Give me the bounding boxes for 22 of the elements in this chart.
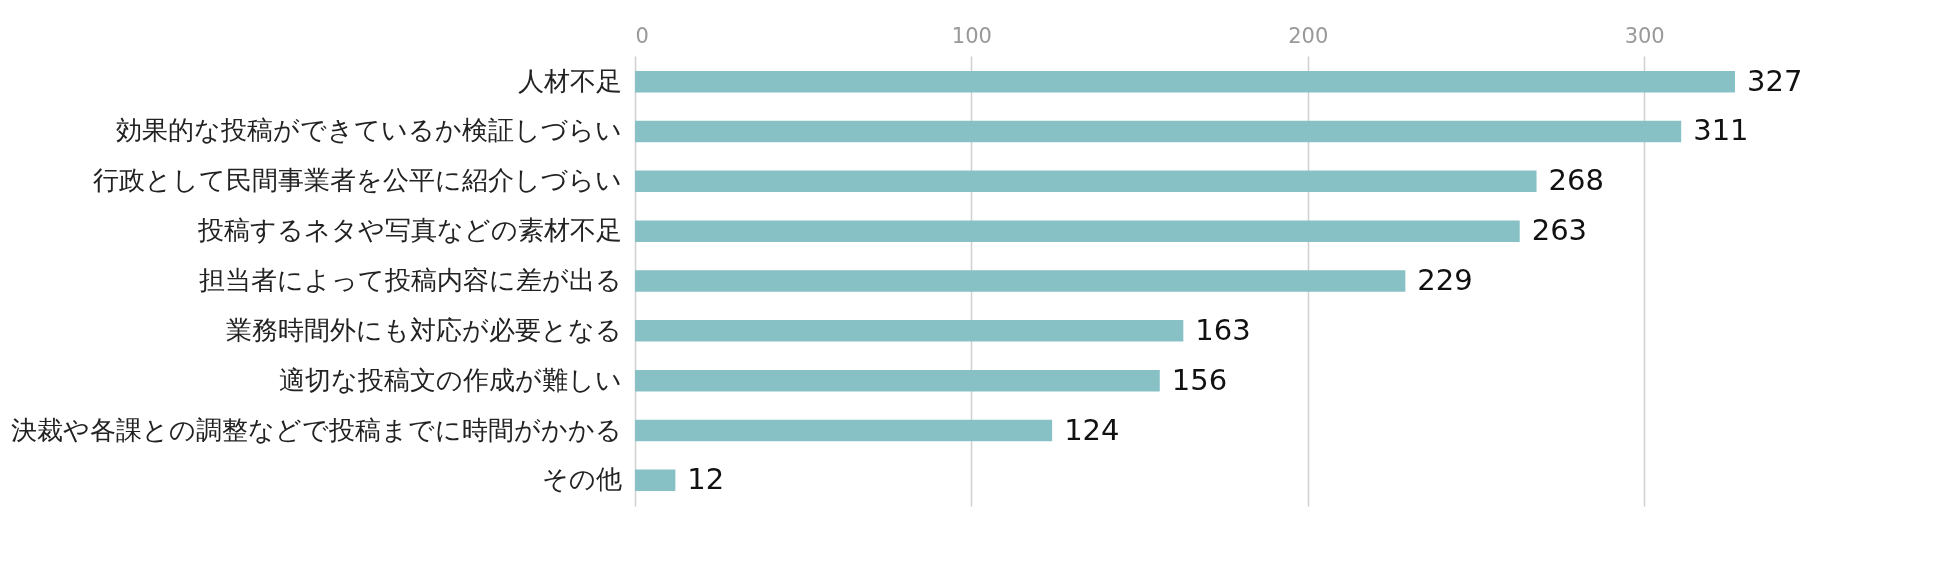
y-tick-label: 投稿するネタや写真などの素材不足 bbox=[196, 215, 622, 246]
y-tick-label: 適切な投稿文の作成が難しい bbox=[278, 364, 622, 395]
data-label: 12 bbox=[687, 462, 725, 497]
y-tick-label: 人材不足 bbox=[517, 65, 622, 96]
data-label: 163 bbox=[1195, 312, 1251, 347]
y-tick-label: 業務時間外にも対応が必要となる bbox=[225, 314, 622, 345]
data-label: 124 bbox=[1064, 412, 1120, 447]
data-label: 311 bbox=[1693, 113, 1749, 148]
y-tick-label: その他 bbox=[541, 464, 622, 495]
data-label: 327 bbox=[1747, 63, 1803, 98]
data-label: 263 bbox=[1531, 213, 1588, 248]
x-tick-label: 200 bbox=[1288, 23, 1329, 48]
x-tick-label: 100 bbox=[951, 23, 992, 48]
y-tick-label: 担当者によって投稿内容に差が出る bbox=[198, 265, 622, 295]
data-label: 229 bbox=[1417, 263, 1473, 297]
x-tick-label: 0 bbox=[635, 23, 649, 48]
data-label: 156 bbox=[1171, 362, 1228, 397]
y-tick-label: 効果的な投稿ができているか検証しづらい bbox=[115, 115, 622, 146]
y-tick-label: 決裁や各課との調整などで投稿までに時間がかかる bbox=[10, 414, 622, 445]
x-tick-label: 300 bbox=[1624, 23, 1665, 48]
data-label: 268 bbox=[1548, 163, 1604, 198]
y-tick-label: 行政として民間事業者を公平に紹介しづらい bbox=[92, 165, 622, 196]
